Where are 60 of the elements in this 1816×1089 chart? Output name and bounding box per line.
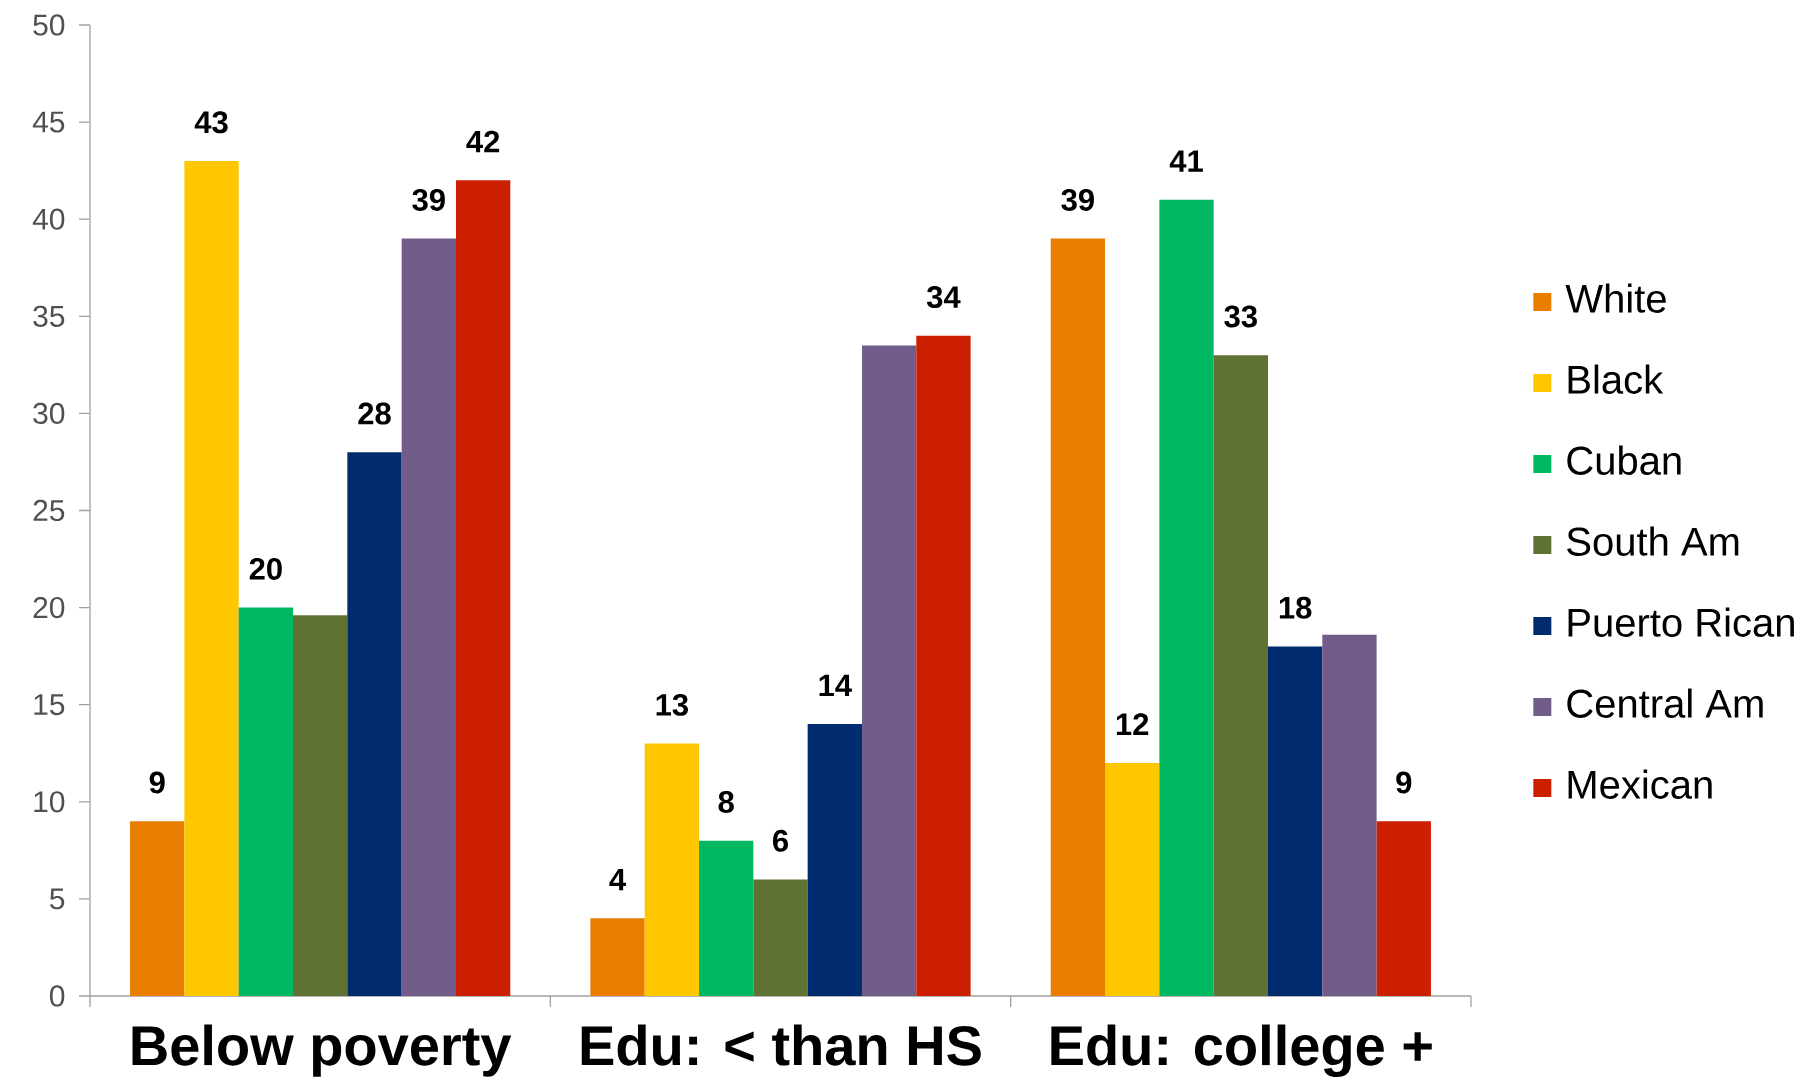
bar bbox=[916, 335, 971, 996]
data-label: 18 bbox=[1279, 596, 1312, 619]
data-label: 41 bbox=[1169, 150, 1203, 172]
x-tick-label: Edu: college + bbox=[1051, 1024, 1432, 1077]
y-tick-label: 5 bbox=[50, 888, 65, 910]
y-tick-label: 40 bbox=[32, 208, 65, 230]
bar bbox=[1376, 821, 1431, 996]
bar bbox=[401, 238, 456, 996]
bar bbox=[1050, 238, 1106, 996]
data-label: 43 bbox=[194, 111, 228, 134]
data-label: 28 bbox=[358, 402, 391, 425]
y-tick-label: 25 bbox=[33, 499, 65, 522]
legend-label: South Am bbox=[1567, 526, 1739, 556]
legend-label: Black bbox=[1568, 364, 1664, 394]
bar bbox=[644, 743, 700, 996]
bar bbox=[455, 180, 511, 996]
bar bbox=[1267, 646, 1323, 996]
data-label: 39 bbox=[412, 188, 445, 211]
bar bbox=[807, 724, 862, 996]
bar bbox=[861, 345, 917, 996]
bar bbox=[1105, 762, 1160, 996]
data-label: 13 bbox=[656, 693, 688, 716]
data-label: 9 bbox=[1396, 771, 1412, 794]
legend-label: Puerto Rican bbox=[1568, 607, 1794, 637]
y-tick-label: 50 bbox=[33, 14, 65, 36]
bar bbox=[1213, 355, 1268, 996]
y-tick-label: 15 bbox=[34, 694, 65, 716]
data-label: 8 bbox=[718, 790, 734, 813]
bar bbox=[590, 918, 645, 996]
legend-label: Mexican bbox=[1568, 769, 1712, 799]
data-label: 6 bbox=[773, 829, 788, 852]
bar bbox=[347, 452, 402, 996]
bar bbox=[753, 879, 808, 996]
bar bbox=[293, 615, 348, 996]
x-tick-label: Below poverty bbox=[132, 1024, 512, 1077]
data-label: 12 bbox=[1116, 713, 1149, 735]
bar bbox=[238, 607, 294, 996]
y-tick-label: 0 bbox=[49, 985, 65, 1007]
legend-label: White bbox=[1565, 283, 1666, 313]
data-label: 33 bbox=[1224, 305, 1257, 328]
bar bbox=[1159, 199, 1214, 996]
data-label: 34 bbox=[926, 286, 961, 309]
x-tick-label: Edu: < than HS bbox=[581, 1024, 981, 1066]
y-tick-label: 30 bbox=[33, 402, 65, 425]
bar bbox=[1322, 634, 1377, 996]
bar bbox=[184, 160, 239, 996]
y-tick-label: 35 bbox=[33, 305, 65, 327]
y-tick-label: 20 bbox=[33, 596, 65, 619]
data-label: 39 bbox=[1061, 188, 1094, 211]
bar bbox=[130, 821, 185, 996]
data-label: 9 bbox=[149, 771, 165, 794]
y-tick-label: 45 bbox=[32, 111, 65, 133]
bar bbox=[699, 840, 754, 996]
legend-label: Central Am bbox=[1567, 688, 1763, 718]
data-label: 42 bbox=[466, 130, 500, 153]
data-label: 14 bbox=[819, 674, 852, 697]
legend-label: Cuban bbox=[1567, 445, 1681, 475]
y-tick-label: 10 bbox=[34, 791, 65, 813]
data-label: 4 bbox=[609, 868, 626, 891]
data-label: 20 bbox=[249, 557, 282, 580]
